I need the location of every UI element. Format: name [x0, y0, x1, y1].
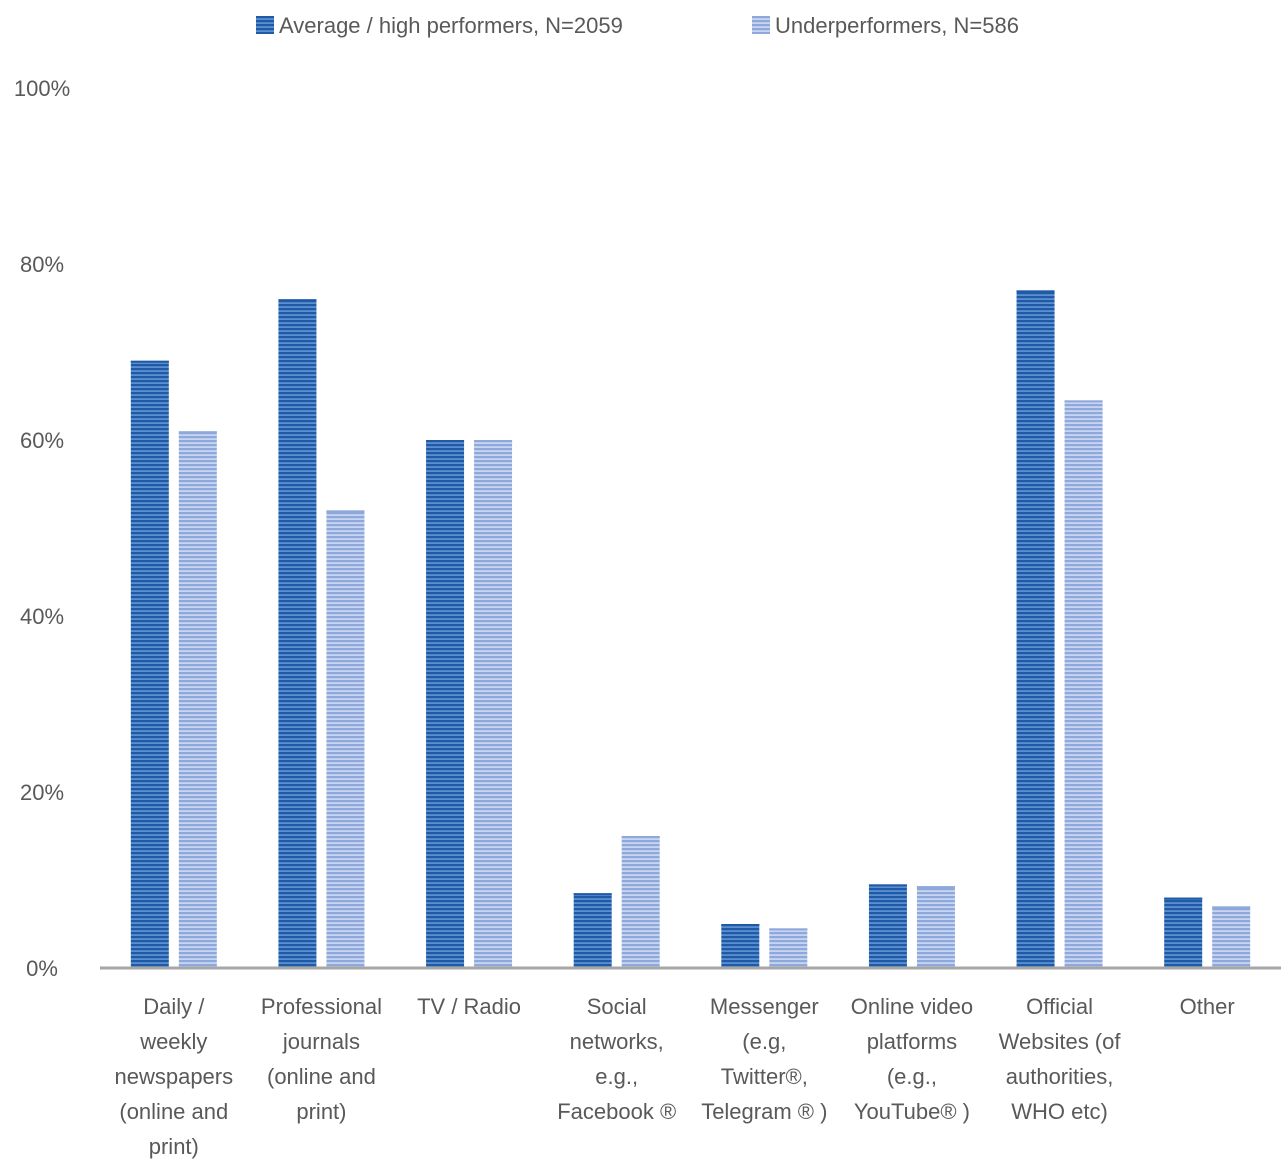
- bar-underperformers-1: [326, 510, 365, 968]
- bar-underperformers-5: [916, 886, 955, 968]
- y-tick-label: 100%: [14, 76, 70, 101]
- bar-average-high-6: [1016, 290, 1055, 968]
- bar-underperformers-4: [769, 928, 808, 968]
- x-category-label: Professional journals (online and print): [261, 994, 382, 1124]
- x-category-label-line: platforms: [867, 1029, 957, 1054]
- bars: [130, 290, 1251, 968]
- x-category-label-line: (e.g.,: [887, 1064, 937, 1089]
- x-category-label-line: Twitter®,: [721, 1064, 808, 1089]
- x-category-label-line: print): [296, 1099, 346, 1124]
- legend: Average / high performers, N=2059 Underpe…: [256, 13, 1019, 38]
- x-category-label-line: Messenger: [710, 994, 819, 1019]
- bar-average-high-0: [130, 360, 169, 968]
- bar-underperformers-0: [178, 431, 217, 968]
- x-category-label: Other: [1180, 994, 1235, 1019]
- x-category-label-line: newspapers: [114, 1064, 233, 1089]
- y-axis: 0% 20% 40% 60% 80% 100%: [14, 76, 70, 981]
- x-category-label-line: (e.g,: [742, 1029, 786, 1054]
- legend-swatch-underperformers: [752, 16, 770, 34]
- x-category-label-line: (online and: [119, 1099, 228, 1124]
- legend-swatch-average-high: [256, 16, 274, 34]
- x-axis: Daily / weekly newspapers (online and print)…: [100, 966, 1281, 1159]
- x-category-label-line: TV / Radio: [417, 994, 521, 1019]
- x-category-label: Messenger (e.g, Twitter®, Telegram ® ): [701, 994, 827, 1124]
- y-tick-label: 60%: [20, 428, 64, 453]
- x-category-label: Daily / weekly newspapers (online and print): [114, 994, 233, 1159]
- bar-average-high-7: [1164, 897, 1203, 968]
- x-category-label-line: Professional: [261, 994, 382, 1019]
- x-category-label-line: e.g.,: [595, 1064, 638, 1089]
- bar-average-high-2: [426, 440, 465, 968]
- x-category-label-line: Telegram ® ): [701, 1099, 827, 1124]
- bar-underperformers-3: [621, 836, 660, 968]
- x-category-label-line: Daily /: [143, 994, 205, 1019]
- x-category-label-line: Online video: [851, 994, 973, 1019]
- x-category-label-line: weekly: [139, 1029, 207, 1054]
- x-category-label: TV / Radio: [417, 994, 521, 1019]
- x-category-label-line: Official: [1026, 994, 1093, 1019]
- x-category-label-line: print): [149, 1134, 199, 1159]
- x-category-label-line: Facebook ®: [557, 1099, 676, 1124]
- x-category-label-line: Social: [587, 994, 647, 1019]
- y-tick-label: 40%: [20, 604, 64, 629]
- x-category-label-line: Websites (of: [999, 1029, 1122, 1054]
- x-category-label: Online video platforms (e.g., YouTube® ): [851, 994, 973, 1124]
- x-category-label-line: WHO etc): [1011, 1099, 1108, 1124]
- x-category-label-line: (online and: [267, 1064, 376, 1089]
- y-tick-label: 20%: [20, 780, 64, 805]
- bar-average-high-5: [868, 884, 907, 968]
- x-category-label-line: YouTube® ): [854, 1099, 970, 1124]
- legend-label-underperformers: Underperformers, N=586: [775, 13, 1019, 38]
- bar-average-high-3: [573, 893, 612, 968]
- y-tick-label: 80%: [20, 252, 64, 277]
- bar-average-high-1: [278, 299, 317, 968]
- bar-underperformers-2: [474, 440, 513, 968]
- x-category-label-line: journals: [282, 1029, 360, 1054]
- bar-average-high-4: [721, 924, 760, 968]
- legend-label-average-high: Average / high performers, N=2059: [279, 13, 623, 38]
- bar-underperformers-7: [1212, 906, 1251, 968]
- x-category-label: Social networks, e.g., Facebook ®: [557, 994, 676, 1124]
- y-tick-label: 0%: [26, 956, 58, 981]
- x-category-label-line: networks,: [570, 1029, 664, 1054]
- x-category-label: Official Websites (of authorities, WHO etc): [999, 994, 1122, 1124]
- x-category-label-line: authorities,: [1006, 1064, 1114, 1089]
- bar-underperformers-6: [1064, 400, 1103, 968]
- x-category-label-line: Other: [1180, 994, 1235, 1019]
